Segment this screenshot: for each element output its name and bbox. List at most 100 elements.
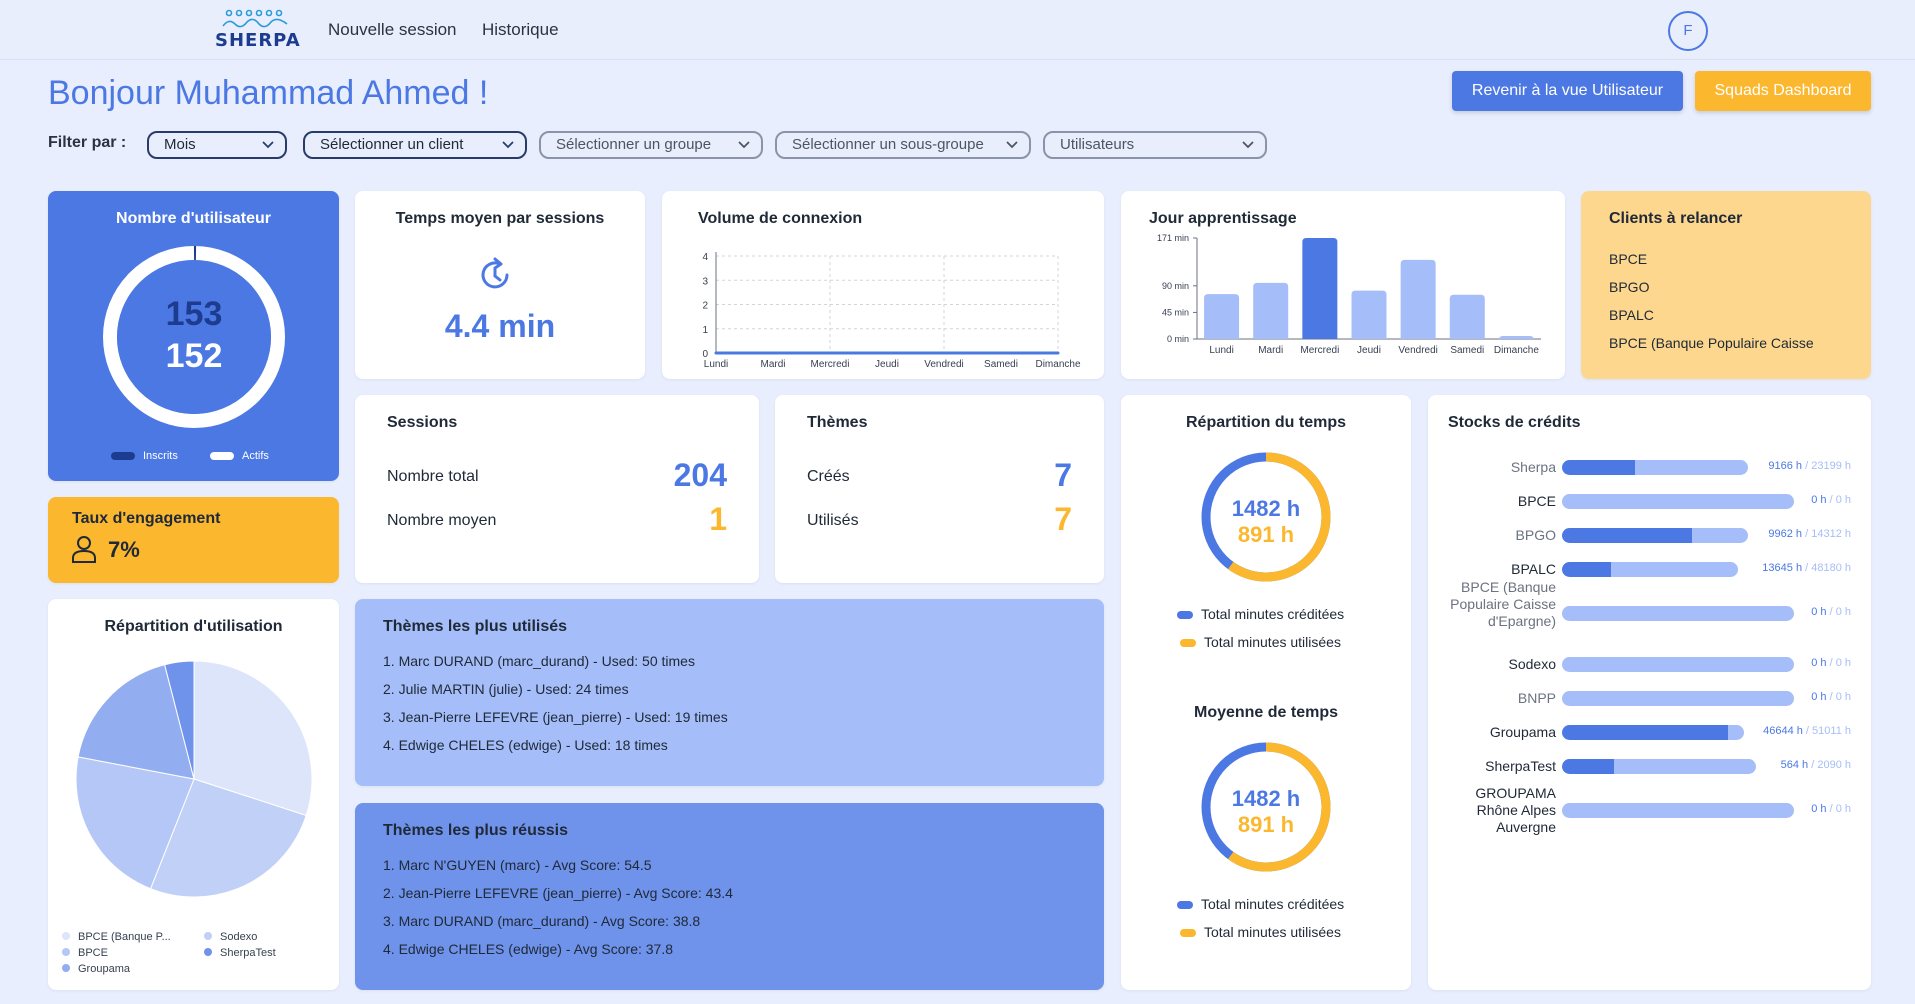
- connection-volume-chart: 0 1 2 3 4 Lundi Mardi Mercredi Jeudi Vendredi Same…: [702, 252, 1081, 370]
- sherpa-logo[interactable]: SHERPA: [215, 8, 300, 52]
- data-point: [714, 351, 718, 355]
- themes-created-value: 7: [1054, 457, 1072, 493]
- page-title: Bonjour Muhammad Ahmed !: [48, 74, 489, 112]
- credit-used: 9962 h: [1768, 528, 1803, 540]
- credit-separator: /: [1802, 725, 1813, 737]
- x-tick-label: Lundi: [704, 359, 728, 370]
- month-select[interactable]: Mois: [147, 131, 287, 159]
- top-success-themes-title: Thèmes les plus réussis: [383, 822, 568, 839]
- credit-progress-bar: [1562, 606, 1794, 621]
- bar: [1449, 294, 1485, 339]
- themes-used-value: 7: [1054, 501, 1072, 537]
- data-point: [771, 351, 775, 355]
- themes-title: Thèmes: [807, 414, 868, 431]
- client-item[interactable]: BPGO: [1609, 279, 1650, 295]
- top-success-item: 2. Jean-Pierre LEFEVRE (jean_pierre) - A…: [383, 885, 733, 901]
- legend-label: SherpaTest: [220, 947, 276, 959]
- y-tick-label: 171 min: [1157, 233, 1189, 243]
- legend-credited-label: Total minutes créditées: [1201, 896, 1345, 912]
- learning-day-title: Jour apprentissage: [1149, 210, 1297, 227]
- legend-active-label: Actifs: [242, 450, 269, 462]
- credit-used: 564 h: [1780, 759, 1809, 771]
- legend-label: BPCE (Banque P...: [78, 931, 171, 943]
- engagement-card: Taux d'engagement 7%: [48, 497, 339, 583]
- pie-slice: [77, 664, 195, 780]
- credit-total: 51011 h: [1812, 725, 1851, 737]
- client-select-value: Sélectionner un client: [320, 136, 464, 153]
- sessions-title: Sessions: [387, 414, 458, 431]
- subgroup-select[interactable]: Sélectionner un sous-groupe: [775, 131, 1031, 159]
- avg-session-time-value: 4.4 min: [444, 308, 556, 344]
- users-donut: 153 152: [103, 245, 285, 428]
- y-tick-label: 0: [702, 349, 708, 360]
- credit-value: 9962 h / 14312 h: [1768, 528, 1851, 540]
- credit-value: 0 h / 0 h: [1811, 606, 1851, 618]
- credit-client-name: Sodexo: [1508, 655, 1556, 672]
- x-tick-label: Lundi: [1209, 345, 1233, 356]
- credit-value: 564 h / 2090 h: [1781, 759, 1851, 771]
- engagement-title: Taux d'engagement: [72, 510, 221, 527]
- group-select[interactable]: Sélectionner un groupe: [539, 131, 763, 159]
- top-success-item: 4. Edwige CHELES (edwige) - Avg Score: 3…: [383, 941, 674, 957]
- nav-new-session[interactable]: Nouvelle session: [328, 20, 457, 39]
- chevron-down-icon: [502, 141, 514, 149]
- users-select[interactable]: Utilisateurs: [1043, 131, 1267, 159]
- x-tick-label: Mardi: [760, 359, 785, 370]
- nav-history[interactable]: Historique: [482, 20, 559, 39]
- time-split-used: 891 h: [1238, 522, 1294, 547]
- client-item[interactable]: BPCE (Banque Populaire Caisse: [1609, 335, 1814, 351]
- donut-used-arc: [1201, 742, 1331, 872]
- y-tick-label: 45 min: [1162, 307, 1189, 317]
- legend-registered-swatch: [111, 452, 135, 461]
- data-point: [999, 351, 1003, 355]
- chevron-down-icon: [262, 141, 274, 149]
- x-tick-label: Samedi: [1450, 345, 1484, 356]
- credit-total: 0 h: [1835, 606, 1851, 618]
- clients-to-follow-title: Clients à relancer: [1609, 210, 1743, 227]
- themes-used-label: Utilisés: [807, 512, 859, 529]
- credit-value: 0 h / 0 h: [1811, 494, 1851, 506]
- credit-separator: /: [1802, 460, 1812, 472]
- legend-active: Actifs: [210, 450, 269, 462]
- top-success-item: 3. Marc DURAND (marc_durand) - Avg Score…: [383, 913, 701, 929]
- legend-marker: [204, 948, 212, 956]
- credit-used: 0 h: [1811, 606, 1827, 618]
- bar: [1351, 290, 1387, 339]
- legend-marker: [62, 932, 70, 940]
- credit-separator: /: [1826, 606, 1836, 618]
- themes-created-label: Créés: [807, 468, 850, 485]
- sessions-total-label: Nombre total: [387, 468, 479, 485]
- learning-day-chart: 0 min 45 min 90 min 171 min Lundi Mardi Mercre…: [1157, 233, 1541, 356]
- users-count-title: Nombre d'utilisateur: [116, 210, 271, 227]
- credit-used: 0 h: [1811, 657, 1827, 669]
- legend-registered: Inscrits: [111, 450, 178, 462]
- users-active-value: 152: [166, 337, 223, 375]
- avatar[interactable]: F: [1668, 11, 1708, 51]
- credit-progress-fill: [1562, 528, 1693, 543]
- x-tick-label: Mardi: [1258, 345, 1283, 356]
- credit-client-name: SherpaTest: [1485, 757, 1556, 774]
- legend-credited: Total minutes créditées: [1177, 606, 1344, 622]
- legend-label: Groupama: [78, 963, 131, 975]
- credit-client-name: BPGO: [1515, 526, 1556, 543]
- legend-registered-label: Inscrits: [143, 450, 178, 462]
- bar: [1498, 336, 1534, 341]
- chevron-down-icon: [738, 141, 750, 149]
- client-select[interactable]: Sélectionner un client: [303, 131, 527, 159]
- users-registered-value: 153: [166, 295, 223, 333]
- squads-dashboard-button[interactable]: Squads Dashboard: [1695, 71, 1871, 111]
- credit-progress-bar: [1562, 803, 1794, 818]
- credit-progress-fill: [1562, 725, 1729, 740]
- credit-separator: /: [1826, 494, 1836, 506]
- top-bar: SHERPA Nouvelle session Historique F: [0, 0, 1915, 60]
- user-icon: [72, 536, 96, 563]
- credit-total: 48180 h: [1811, 562, 1851, 574]
- legend-label: BPCE: [78, 947, 108, 959]
- credit-used: 0 h: [1811, 494, 1827, 506]
- back-to-user-view-button[interactable]: Revenir à la vue Utilisateur: [1452, 71, 1683, 111]
- client-item[interactable]: BPALC: [1609, 307, 1654, 323]
- credit-total: 14312 h: [1811, 528, 1851, 540]
- client-item[interactable]: BPCE: [1609, 251, 1648, 267]
- credit-total: 0 h: [1835, 657, 1851, 669]
- pie-slice: [149, 778, 307, 898]
